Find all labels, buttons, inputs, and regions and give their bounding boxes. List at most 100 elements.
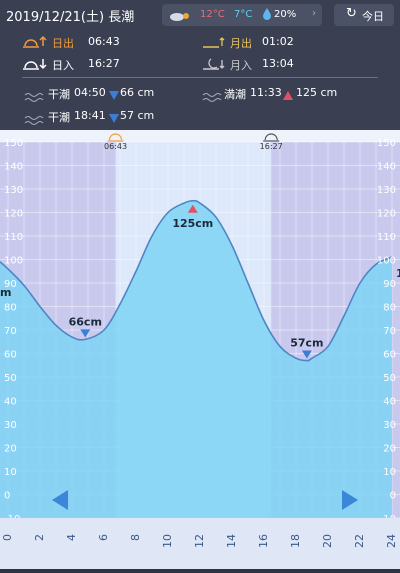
high-tide-marker-icon (187, 204, 198, 213)
y-tick-label-left: 130 (4, 185, 23, 196)
y-tick-label-left: 140 (4, 162, 23, 173)
x-tick-label: 24 (385, 534, 398, 548)
low-tide-marker-icon (80, 329, 91, 338)
header-panel: 2019/12/21(土) 長潮 12°C 7°C 20% › ↻ 今日 日出 … (0, 0, 400, 130)
tide-high-label: 満潮 (224, 88, 246, 101)
tide-area (0, 200, 392, 518)
tide-chart-svg: -10-100010102020303040405050606070708080… (0, 133, 400, 569)
moonrise-time: 01:02 (262, 35, 294, 48)
y-tick-label-left: 110 (4, 232, 23, 243)
wave-icon (24, 87, 44, 106)
tide2-level: 57 cm (120, 109, 155, 122)
y-tick-label-right: 70 (383, 326, 396, 337)
moonrise-icon (202, 33, 226, 52)
x-tick-label: 6 (97, 534, 110, 541)
sunrise-marker-icon (107, 133, 124, 142)
sunset-icon (22, 55, 48, 74)
y-tick-label-right: 50 (383, 373, 396, 384)
y-tick-label-left: 80 (4, 303, 17, 314)
y-tick-label-left: 40 (4, 397, 17, 408)
x-tick-label: 18 (289, 534, 302, 548)
x-tick-label: 14 (225, 534, 238, 548)
left-edge-label: m (0, 286, 11, 299)
sunrise-label: 日出 (52, 37, 74, 50)
sunset-marker-icon (263, 133, 280, 142)
x-tick-label: 16 (257, 534, 270, 548)
tide-high-level: 125 cm (296, 86, 338, 99)
raindrop-icon (262, 7, 272, 24)
y-tick-label-left: 150 (4, 138, 23, 149)
sunrise-icon (22, 33, 48, 52)
y-tick-label-right: 120 (377, 209, 396, 220)
y-tick-label-right: 20 (383, 444, 396, 455)
y-tick-label-left: 100 (4, 256, 23, 267)
y-tick-label-left: 20 (4, 444, 17, 455)
sunset-time: 16:27 (88, 57, 120, 70)
sunrise-time-label: 06:43 (104, 142, 127, 151)
tide-annotation-label: 66cm (69, 315, 102, 328)
y-tick-label-right: 140 (377, 162, 396, 173)
x-tick-label: 22 (353, 534, 366, 548)
x-axis-band (0, 518, 400, 569)
tide-high-time: 11:33 (250, 86, 282, 99)
sunrise-time: 06:43 (88, 35, 120, 48)
tide-line (0, 199, 393, 362)
x-tick-label: 20 (321, 534, 334, 548)
tide-chart[interactable]: -10-100010102020303040405050606070708080… (0, 130, 400, 569)
sunset-time-label: 16:27 (260, 142, 283, 151)
today-button[interactable]: ↻ 今日 (334, 4, 394, 26)
sunset-label: 日入 (52, 59, 74, 72)
temp-high: 12°C (200, 9, 225, 20)
y-tick-label-right: 30 (383, 420, 396, 431)
y-tick-label-right: 90 (383, 279, 396, 290)
y-tick-label-left: 70 (4, 326, 17, 337)
moonrise-label: 月出 (230, 37, 252, 50)
y-tick-label-right: 150 (377, 138, 396, 149)
y-tick-label-right: 130 (377, 185, 396, 196)
y-tick-label-right: 80 (383, 303, 396, 314)
x-tick-label: 10 (161, 534, 174, 548)
chevron-right-icon: › (312, 8, 316, 19)
tide1-time: 04:50 (74, 86, 106, 99)
high-tide-arrow-icon (282, 86, 294, 105)
tide1-level: 66 cm (120, 86, 155, 99)
y-tick-label-left: 90 (4, 279, 17, 290)
partly-cloudy-icon (168, 7, 192, 26)
header-divider (22, 77, 378, 78)
temp-low: 7°C (234, 9, 253, 20)
y-tick-label-right: 100 (377, 256, 396, 267)
y-tick-label-left: 50 (4, 373, 17, 384)
low-tide-marker-icon (301, 350, 312, 359)
y-tick-label-left: 30 (4, 420, 17, 431)
x-tick-label: 2 (33, 534, 46, 541)
y-tick-label-left: 0 (4, 491, 10, 502)
x-tick-label: 4 (65, 534, 78, 541)
wave-icon (202, 87, 222, 106)
wave-icon (24, 110, 44, 129)
rain-chance: 20% (274, 9, 297, 20)
moonset-label: 月入 (230, 59, 252, 72)
refresh-icon: ↻ (346, 6, 357, 21)
y-tick-label-right: 0 (390, 491, 396, 502)
tide-annotation-label: 57cm (290, 337, 323, 350)
weather-pill[interactable]: 12°C 7°C 20% › (162, 4, 322, 26)
y-tick-label-left: 60 (4, 350, 17, 361)
y-tick-label-right: 40 (383, 397, 396, 408)
prev-day-arrow-icon[interactable] (52, 490, 68, 510)
y-tick-label-right: 60 (383, 350, 396, 361)
date-title: 2019/12/21(土) 長潮 (6, 10, 135, 25)
low-tide-arrow-icon (108, 109, 120, 128)
x-tick-label: 8 (129, 534, 142, 541)
y-tick-label-right: 110 (377, 232, 396, 243)
y-tick-label-left: 120 (4, 209, 23, 220)
right-edge-label: 1 (396, 267, 400, 280)
tide2-label: 干潮 (48, 111, 70, 124)
moonset-icon (202, 55, 226, 74)
low-tide-arrow-icon (108, 86, 120, 105)
tide1-label: 干潮 (48, 88, 70, 101)
y-tick-label-left: 10 (4, 467, 17, 478)
moonset-time: 13:04 (262, 57, 294, 70)
tide-annotation-label: 125cm (172, 217, 213, 230)
next-day-arrow-icon[interactable] (342, 490, 358, 510)
y-tick-label-right: 10 (383, 467, 396, 478)
